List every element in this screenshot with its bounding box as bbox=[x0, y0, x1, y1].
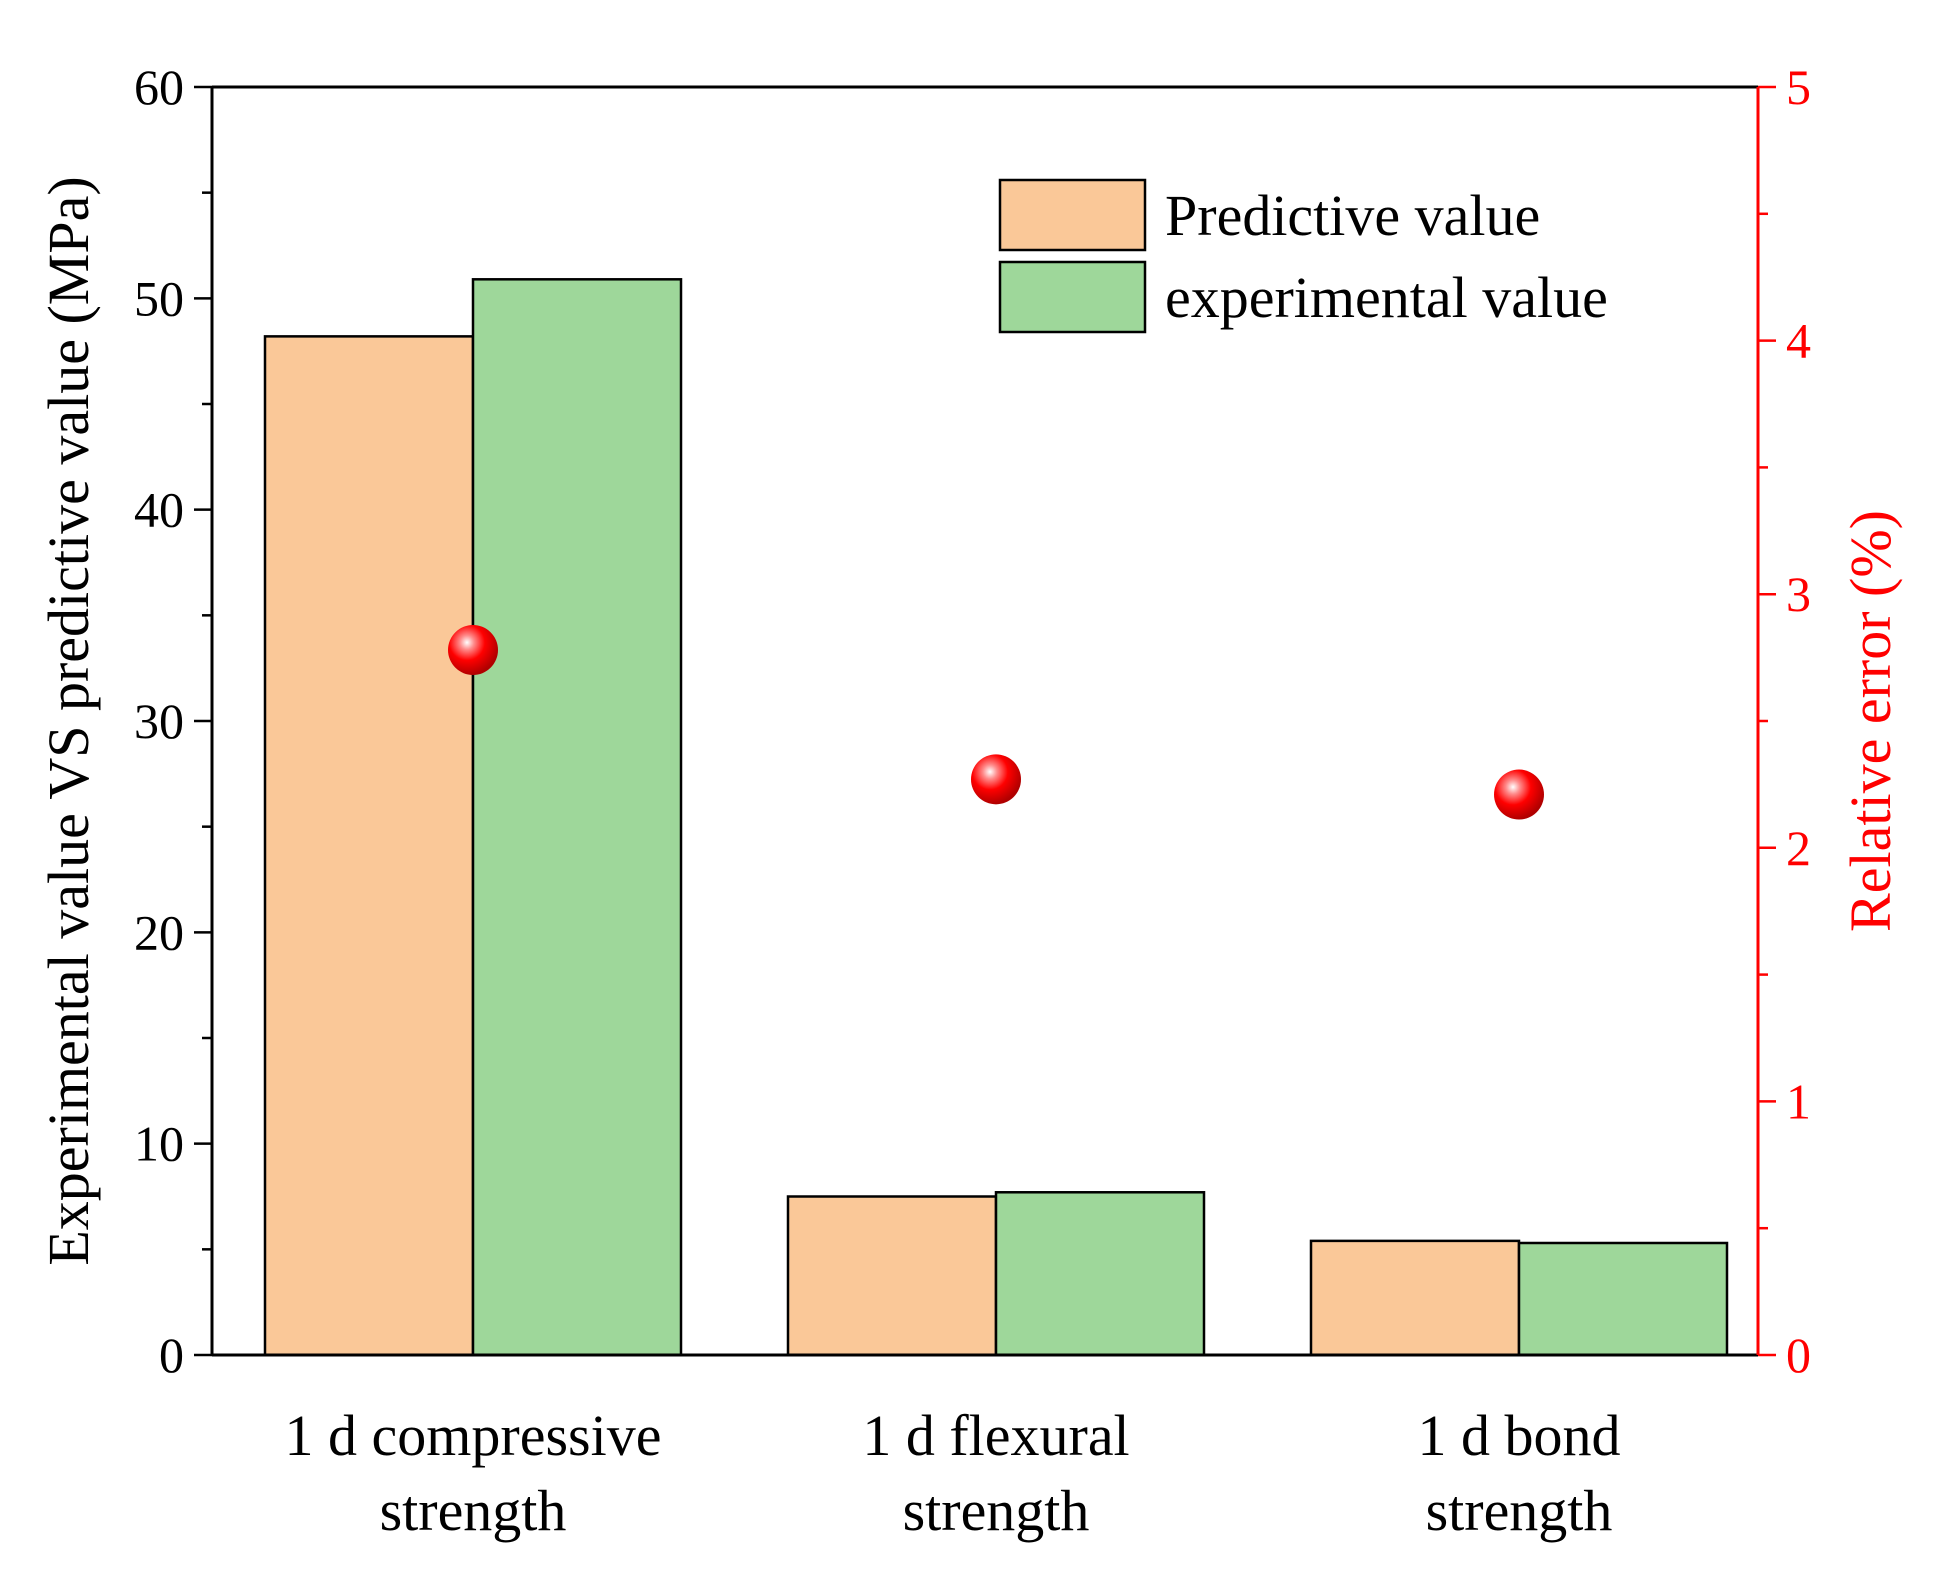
predictive-bar-1 bbox=[786, 1195, 998, 1357]
y2-axis-title: Relative error (%) bbox=[1838, 510, 1903, 932]
y2-tick-label: 4 bbox=[1786, 313, 1811, 369]
x-category-label: 1 d compressive bbox=[285, 1403, 662, 1468]
error-markers-group bbox=[448, 624, 1544, 820]
y2-tick-label: 3 bbox=[1786, 566, 1811, 622]
legend-label-1: experimental value bbox=[1165, 265, 1608, 330]
x-category-label: 1 d bond bbox=[1418, 1403, 1621, 1468]
x-category-label: 1 d flexural bbox=[862, 1403, 1129, 1468]
y-tick-label: 0 bbox=[159, 1327, 184, 1383]
relative-error-marker-1 bbox=[971, 754, 1021, 805]
predictive-bar-2 bbox=[1309, 1239, 1521, 1357]
experimental-bar-2 bbox=[1517, 1241, 1729, 1357]
y-tick-label: 60 bbox=[134, 59, 184, 115]
predictive-bar-0 bbox=[263, 335, 475, 1357]
legend-label-0: Predictive value bbox=[1165, 183, 1540, 248]
y-tick-label: 50 bbox=[134, 270, 184, 326]
legend-swatch-0 bbox=[998, 178, 1147, 252]
relative-error-marker-0 bbox=[448, 624, 498, 675]
legend: Predictive value experimental value bbox=[998, 178, 1608, 334]
axes-group: 0 10 20 30 40 50 60 0 1 2 3 4 5 1 d compressive streng… bbox=[36, 59, 1903, 1543]
y-tick-label: 10 bbox=[134, 1116, 184, 1172]
y2-tick-label: 1 bbox=[1786, 1073, 1811, 1129]
experimental-bar-1 bbox=[994, 1191, 1206, 1357]
y2-tick-label: 2 bbox=[1786, 820, 1811, 876]
y2-tick-label: 0 bbox=[1786, 1327, 1811, 1383]
x-category-label: strength bbox=[1426, 1478, 1613, 1543]
x-category-label: strength bbox=[380, 1478, 567, 1543]
legend-swatch-1 bbox=[998, 260, 1147, 334]
bars-group bbox=[263, 278, 1729, 1357]
experimental-bar-0 bbox=[471, 278, 683, 1357]
y-axis-title: Experimental value VS predictive value (… bbox=[36, 176, 101, 1265]
x-category-label: strength bbox=[903, 1478, 1090, 1543]
y-tick-label: 20 bbox=[134, 904, 184, 960]
y2-tick-label: 5 bbox=[1786, 59, 1811, 115]
y-tick-label: 40 bbox=[134, 482, 184, 538]
y-tick-label: 30 bbox=[134, 693, 184, 749]
relative-error-marker-2 bbox=[1494, 769, 1544, 820]
